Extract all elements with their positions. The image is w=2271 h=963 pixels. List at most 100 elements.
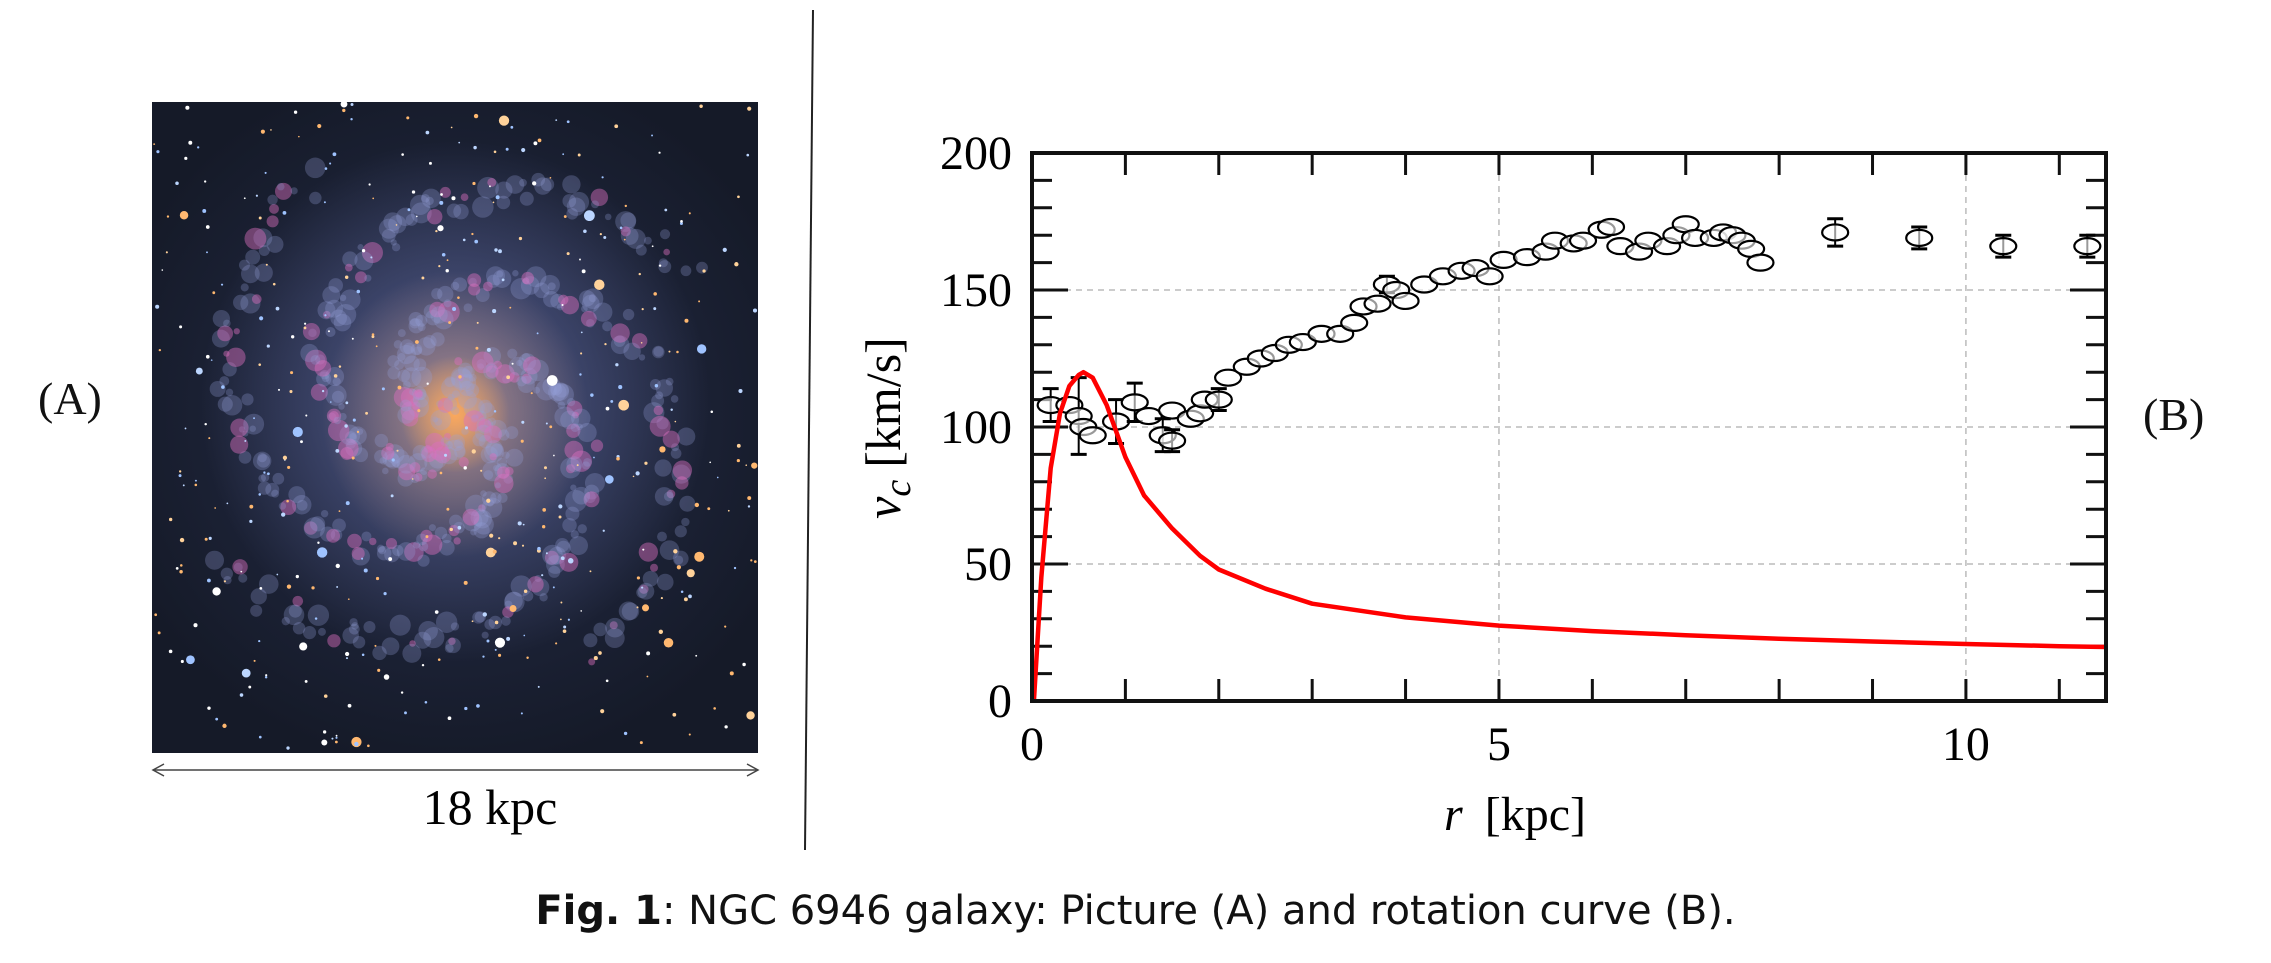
star: [439, 200, 444, 205]
star: [722, 247, 727, 253]
spiral-arm-blob: [429, 441, 449, 461]
star: [486, 639, 490, 643]
y-axis-var: v: [855, 496, 911, 519]
star: [444, 453, 448, 457]
star: [471, 449, 476, 454]
spiral-arm-blob: [484, 619, 495, 630]
spiral-arm-blob: [572, 486, 591, 505]
star: [658, 264, 662, 267]
spiral-arm-blob: [441, 377, 463, 399]
star: [178, 474, 182, 478]
spiral-arm-blob: [408, 453, 428, 472]
spiral-arm-blob: [361, 531, 372, 542]
star: [738, 389, 743, 394]
spiral-arm-blob: [533, 386, 541, 394]
spiral-arm-blob: [413, 389, 424, 400]
star: [605, 406, 610, 411]
star: [168, 649, 173, 654]
star: [396, 449, 399, 452]
spiral-arm-blob: [679, 495, 696, 512]
spiral-arm-blob: [357, 244, 364, 251]
spiral-arm-blob: [564, 489, 587, 512]
data-point: [1078, 426, 1107, 445]
spiral-arm-blob: [432, 416, 439, 423]
data-point: [1905, 228, 1934, 248]
spiral-arm-blob: [635, 244, 647, 256]
star: [351, 456, 355, 460]
spiral-arm-blob: [656, 573, 674, 591]
spiral-arm-blob: [404, 542, 424, 562]
star: [374, 644, 377, 647]
star: [623, 731, 628, 736]
spiral-arm-blob: [485, 440, 503, 458]
spiral-arm-blob: [254, 263, 273, 282]
spiral-arm-blob: [470, 414, 479, 423]
spiral-arm-blob: [414, 390, 423, 398]
spiral-arm-blob: [339, 289, 361, 311]
star: [537, 685, 540, 688]
star: [520, 712, 523, 715]
star: [654, 384, 659, 388]
y-axis-label: vc [km/s]: [855, 337, 919, 519]
star: [338, 365, 342, 368]
star: [264, 171, 267, 174]
spiral-arm-blob: [413, 358, 427, 372]
spiral-arm-blob: [320, 526, 336, 542]
spiral-arm-blob: [481, 497, 503, 518]
star: [562, 153, 565, 156]
spiral-arm-blob: [458, 457, 469, 468]
star: [180, 564, 183, 567]
spiral-arm-blob: [437, 397, 453, 413]
star: [202, 209, 207, 213]
spiral-arm-blob: [345, 438, 356, 449]
spiral-arm-blob: [327, 419, 350, 442]
star: [265, 263, 268, 266]
spiral-arm-blob: [421, 534, 443, 555]
star: [372, 197, 375, 200]
spiral-arm-blob: [369, 537, 377, 546]
star: [304, 679, 308, 683]
spiral-arm-blob: [643, 402, 665, 424]
spiral-arm-blob: [577, 422, 597, 443]
star: [495, 195, 500, 200]
star: [275, 306, 280, 311]
star: [299, 642, 308, 651]
star: [450, 126, 453, 129]
spiral-arm-blob: [344, 263, 353, 272]
star: [698, 300, 701, 303]
spiral-arm-blob: [472, 196, 494, 218]
spiral-arm-blob: [440, 437, 450, 447]
star: [321, 739, 328, 746]
spiral-arm-blob: [448, 637, 456, 645]
star: [332, 152, 337, 157]
spiral-arm-blob: [665, 377, 674, 386]
spiral-arm-blob: [305, 349, 327, 372]
spiral-arm-blob: [566, 464, 576, 474]
star: [185, 105, 190, 110]
star: [736, 458, 740, 463]
star: [270, 129, 272, 131]
star: [300, 440, 303, 444]
spiral-arm-blob: [327, 634, 341, 648]
data-point: [1134, 406, 1163, 426]
star: [522, 523, 525, 526]
star: [314, 617, 318, 620]
spiral-arm-blob: [505, 175, 525, 194]
spiral-arm-blob: [480, 490, 487, 497]
spiral-arm-blob: [562, 194, 577, 208]
spiral-arm-blob: [403, 342, 416, 355]
star: [371, 335, 375, 339]
spiral-arm-blob: [317, 301, 336, 320]
star: [400, 691, 404, 694]
star: [642, 548, 645, 551]
star: [639, 741, 643, 745]
star: [286, 499, 289, 503]
spiral-arm-blob: [570, 423, 580, 433]
star: [489, 185, 491, 188]
spiral-arm-blob: [451, 368, 474, 391]
spiral-arm-blob: [502, 451, 510, 459]
spiral-arm-blob: [468, 277, 477, 286]
spiral-arm-blob: [450, 622, 460, 631]
spiral-arm-blob: [479, 402, 495, 418]
star: [184, 156, 188, 160]
